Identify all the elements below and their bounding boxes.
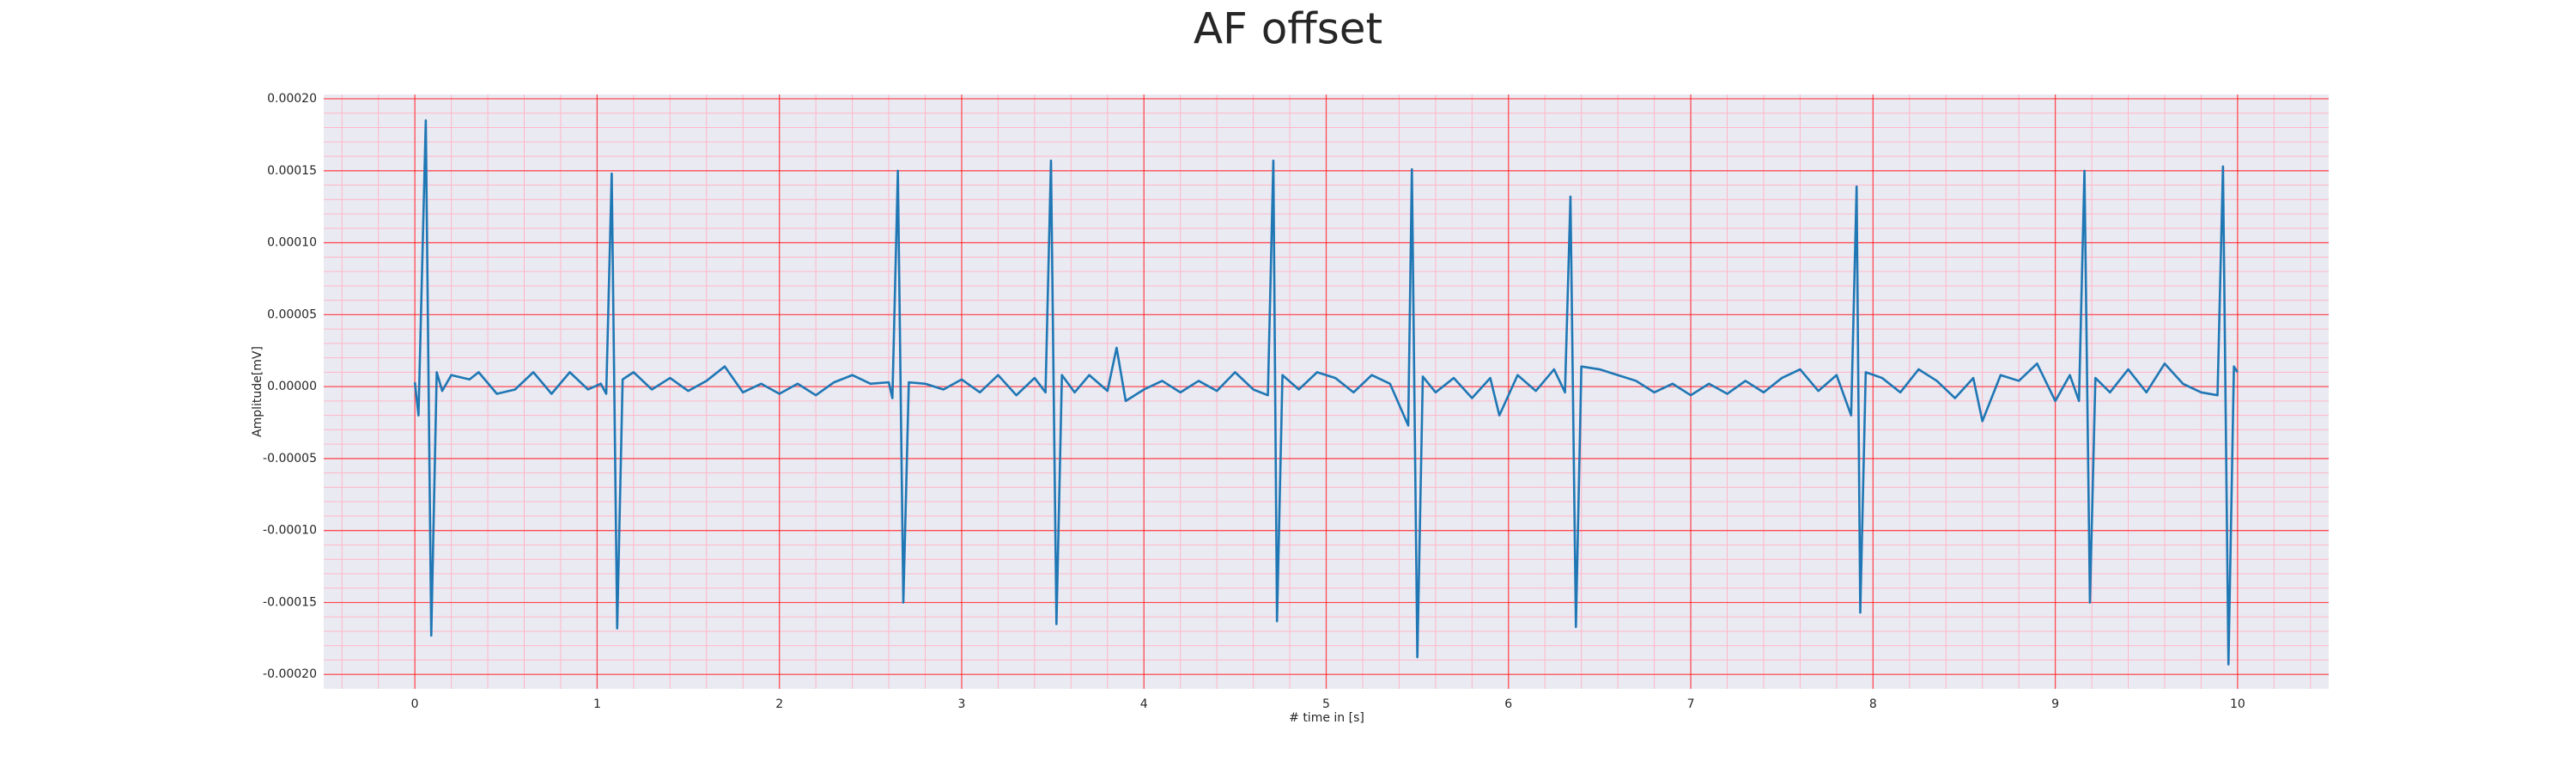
x-tick-label: 10 bbox=[2230, 697, 2245, 711]
x-axis-label: # time in [s] bbox=[1289, 711, 1364, 725]
y-tick-label: 0.00000 bbox=[267, 380, 317, 393]
y-tick-label: -0.00015 bbox=[263, 595, 317, 609]
x-tick-label: 5 bbox=[1322, 697, 1330, 711]
y-axis-label: Amplitude[mV] bbox=[251, 346, 264, 437]
y-tick-label: 0.00015 bbox=[267, 164, 317, 178]
chart-title: AF offset bbox=[1194, 4, 1382, 54]
x-tick-label: 0 bbox=[411, 697, 419, 711]
y-tick-label: 0.00010 bbox=[267, 236, 317, 250]
x-tick-label: 3 bbox=[957, 697, 965, 711]
y-tick-label: -0.00005 bbox=[263, 452, 317, 466]
x-tick-label: 6 bbox=[1504, 697, 1512, 711]
y-tick-label: 0.00020 bbox=[267, 92, 317, 106]
x-tick-label: 9 bbox=[2051, 697, 2059, 711]
y-tick-label: -0.00010 bbox=[263, 524, 317, 538]
x-tick-label: 1 bbox=[593, 697, 601, 711]
x-tick-label: 2 bbox=[775, 697, 783, 711]
x-tick-label: 4 bbox=[1140, 697, 1148, 711]
x-tick-label: 7 bbox=[1687, 697, 1695, 711]
data-line bbox=[413, 119, 2239, 666]
x-tick-label: 8 bbox=[1869, 697, 1877, 711]
y-tick-label: 0.00005 bbox=[267, 307, 317, 321]
y-tick-label: -0.00020 bbox=[263, 667, 317, 681]
